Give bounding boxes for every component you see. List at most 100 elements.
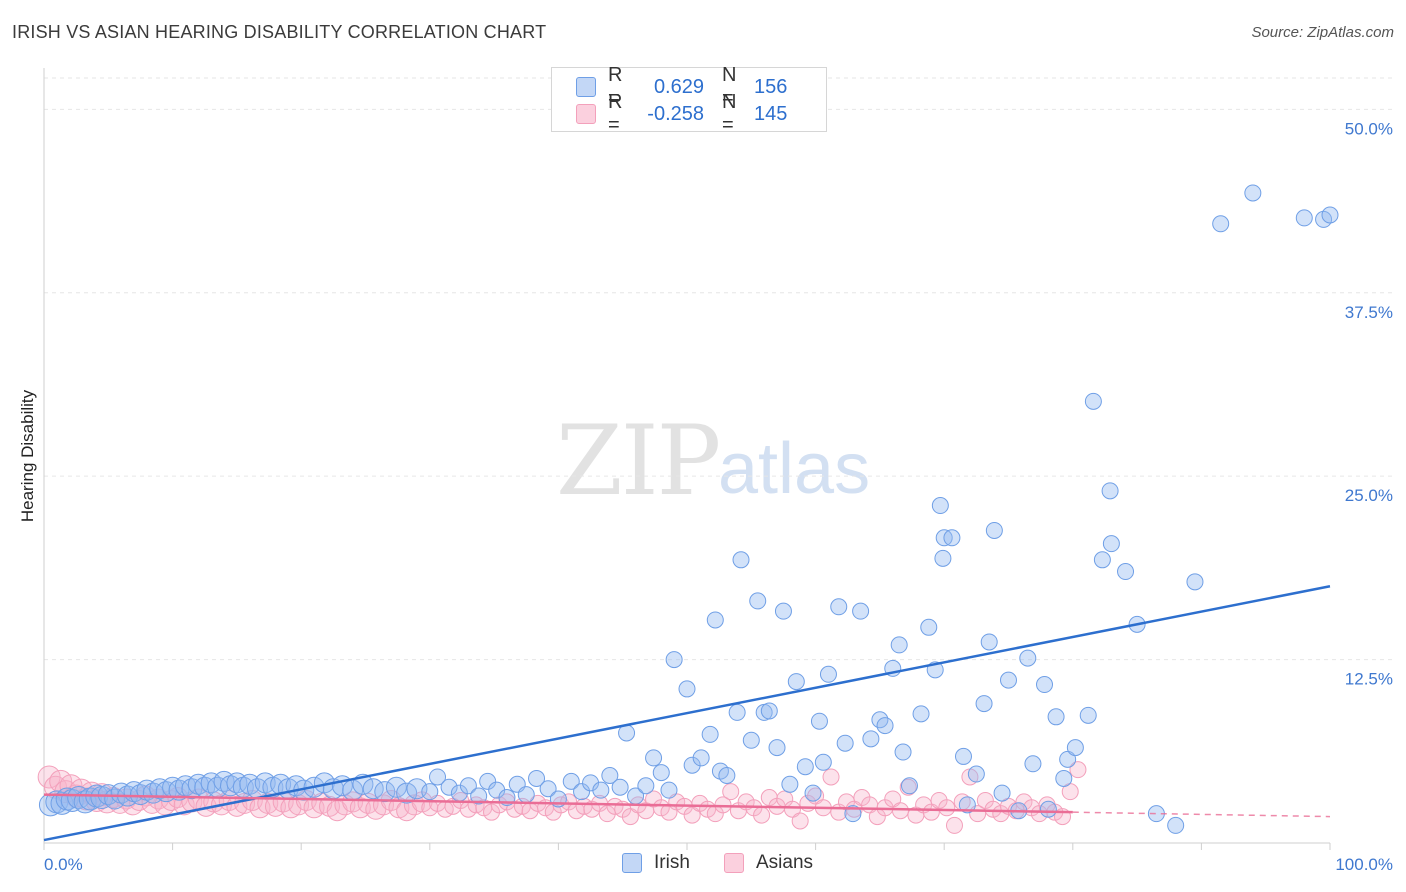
watermark-atlas: atlas [718, 429, 871, 509]
irish-point [1084, 392, 1102, 410]
irish-point [1321, 206, 1339, 224]
irish-point [781, 775, 799, 793]
irish-point [774, 602, 792, 620]
legend-item-irish[interactable]: Irish [622, 852, 690, 874]
n-label: N = [722, 64, 737, 109]
irish-point [1059, 750, 1077, 768]
asians-swatch [724, 853, 744, 873]
irish-point [985, 521, 1003, 539]
irish-point [787, 673, 805, 691]
irish-point [637, 777, 655, 795]
asians-swatch [576, 104, 596, 124]
asians-point [683, 806, 701, 824]
irish-point [528, 769, 546, 787]
irish-point [1102, 535, 1120, 553]
asians-point [652, 799, 670, 817]
irish-point [1186, 573, 1204, 591]
irish-point [78, 787, 102, 811]
irish-point [760, 702, 778, 720]
irish-point [1244, 184, 1262, 202]
irish-point [912, 705, 930, 723]
x-tick-label: 100.0% [1335, 855, 1393, 874]
irish-point [1167, 816, 1185, 834]
irish-point [701, 725, 719, 743]
asians-point [753, 806, 771, 824]
irish-point [459, 777, 477, 795]
irish-point [470, 787, 488, 805]
asians-point [791, 812, 809, 830]
irish-point [573, 783, 591, 801]
irish-point [954, 747, 972, 765]
irish-point [479, 772, 497, 790]
irish-point [749, 592, 767, 610]
irish-point [819, 665, 837, 683]
irish-point [660, 781, 678, 799]
irish-point [728, 703, 746, 721]
irish-point [1039, 800, 1057, 818]
irish-point [396, 782, 418, 804]
irish-point [67, 786, 91, 810]
irish-point [993, 784, 1011, 802]
irish-point [421, 783, 439, 801]
irish-point [814, 753, 832, 771]
irish-point [768, 739, 786, 757]
legend-label-irish: Irish [654, 852, 690, 873]
irish-point [862, 730, 880, 748]
irish-point [732, 551, 750, 569]
irish-point [1079, 706, 1097, 724]
irish-point [517, 786, 535, 804]
irish-point [665, 651, 683, 669]
asians-point [822, 768, 840, 786]
asians-point [783, 800, 801, 818]
irish-point [1047, 708, 1065, 726]
asians-point [891, 802, 909, 820]
asians-point [922, 803, 940, 821]
irish-point [1019, 649, 1037, 667]
irish-point [934, 549, 952, 567]
irish-point [1000, 671, 1017, 689]
n-value: 156 [754, 75, 788, 98]
irish-point [539, 780, 557, 798]
irish-point [810, 712, 828, 730]
r-value: -0.258 [647, 102, 704, 125]
irish-point [104, 788, 126, 810]
irish-point [652, 764, 670, 782]
irish-point [1101, 482, 1119, 500]
asians-trend-extension [1072, 811, 1331, 818]
irish-point [958, 796, 976, 814]
r-label: R = [608, 64, 623, 109]
r-value: 0.629 [653, 75, 704, 98]
legend-label-asians: Asians [756, 852, 814, 873]
irish-point [967, 765, 985, 783]
y-tick-label: 12.5% [1345, 670, 1393, 689]
irish-point [683, 756, 701, 774]
x-tick-label: 0.0% [44, 855, 83, 874]
irish-point [836, 734, 854, 752]
source-label: Source: ZipAtlas.com [1251, 24, 1394, 41]
irish-point [429, 768, 447, 786]
series-legend: Irish Asians [0, 852, 1406, 878]
asians-point [1069, 761, 1087, 779]
irish-point [1024, 755, 1042, 773]
irish-point [931, 497, 949, 515]
irish-point [804, 784, 822, 802]
asians-point [807, 787, 825, 805]
legend-row-asians: R = -0.258 N = 145 [576, 91, 794, 136]
legend-item-asians[interactable]: Asians [724, 852, 813, 874]
irish-point [1093, 551, 1111, 569]
asians-point [938, 799, 956, 817]
r-label: R = [608, 91, 623, 136]
irish-point [876, 717, 894, 735]
irish-point [706, 611, 724, 629]
irish-point [718, 767, 736, 785]
irish-point [1212, 215, 1230, 233]
y-tick-label: 37.5% [1345, 303, 1393, 322]
irish-point [601, 767, 619, 785]
irish-point [742, 731, 760, 749]
irish-point [1117, 563, 1135, 581]
irish-point [645, 749, 663, 767]
y-tick-label: 50.0% [1345, 119, 1393, 138]
irish-point [385, 776, 407, 798]
irish-point [1055, 769, 1073, 787]
